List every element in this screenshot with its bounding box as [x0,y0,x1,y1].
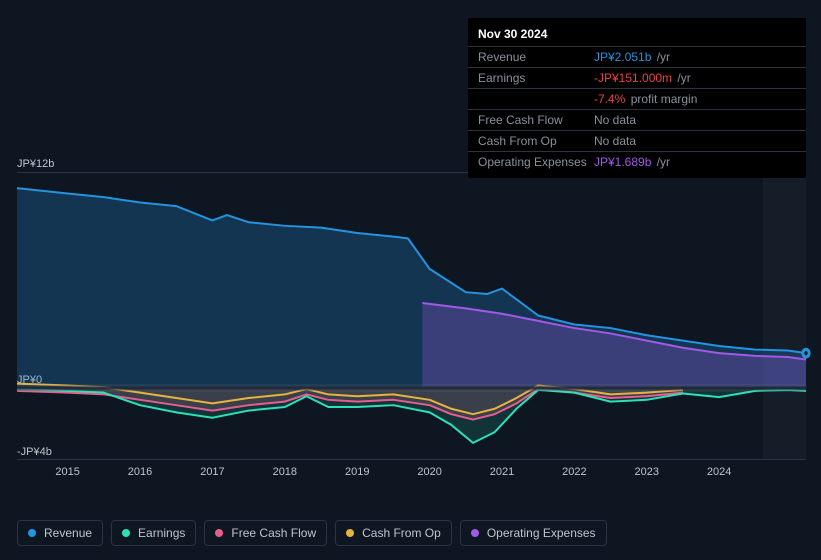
tooltip-row-value: -7.4% profit margin [594,92,697,106]
tooltip-row: -7.4% profit margin [468,88,806,109]
legend-dot-icon [215,529,223,537]
data-tooltip: Nov 30 2024 RevenueJP¥2.051b /yrEarnings… [468,18,806,178]
tooltip-row-value: -JP¥151.000m /yr [594,71,691,85]
x-axis-label: 2022 [562,466,586,478]
legend-item[interactable]: Revenue [17,520,103,546]
legend-dot-icon [28,529,36,537]
tooltip-row-label: Operating Expenses [478,155,594,169]
tooltip-row-value: JP¥1.689b /yr [594,155,670,169]
tooltip-row-label [478,92,594,106]
tooltip-row: Cash From OpNo data [468,130,806,151]
tooltip-row: Earnings-JP¥151.000m /yr [468,67,806,88]
tooltip-row: RevenueJP¥2.051b /yr [468,46,806,67]
x-axis-label: 2021 [490,466,514,478]
x-axis-label: 2024 [707,466,731,478]
x-axis-label: 2023 [635,466,659,478]
x-axis-label: 2018 [273,466,297,478]
tooltip-row-value: No data [594,134,636,148]
chart-container: JP¥12bJP¥0-JP¥4b 20152016201720182019202… [17,158,806,500]
tooltip-date: Nov 30 2024 [468,24,806,46]
chart-legend: Revenue Earnings Free Cash Flow Cash From O… [17,520,607,546]
y-axis-label: JP¥12b [17,158,54,170]
legend-label: Operating Expenses [487,526,596,540]
x-axis-label: 2020 [417,466,441,478]
tooltip-row-value: No data [594,113,636,127]
tooltip-row-label: Earnings [478,71,594,85]
legend-item[interactable]: Earnings [111,520,196,546]
x-axis-label: 2016 [128,466,152,478]
legend-item[interactable]: Free Cash Flow [204,520,327,546]
legend-label: Earnings [138,526,185,540]
chart-plot-area[interactable] [17,172,806,460]
tooltip-row-label: Free Cash Flow [478,113,594,127]
legend-label: Free Cash Flow [231,526,316,540]
tooltip-row-value: JP¥2.051b /yr [594,50,670,64]
legend-item[interactable]: Cash From Op [335,520,452,546]
legend-label: Cash From Op [362,526,441,540]
x-axis-label: 2017 [200,466,224,478]
legend-dot-icon [471,529,479,537]
legend-dot-icon [122,529,130,537]
tooltip-row-label: Cash From Op [478,134,594,148]
x-axis-label: 2019 [345,466,369,478]
legend-item[interactable]: Operating Expenses [460,520,607,546]
legend-label: Revenue [44,526,92,540]
legend-dot-icon [346,529,354,537]
tooltip-row: Free Cash FlowNo data [468,109,806,130]
x-axis-label: 2015 [55,466,79,478]
tooltip-row: Operating ExpensesJP¥1.689b /yr [468,151,806,172]
tooltip-row-label: Revenue [478,50,594,64]
